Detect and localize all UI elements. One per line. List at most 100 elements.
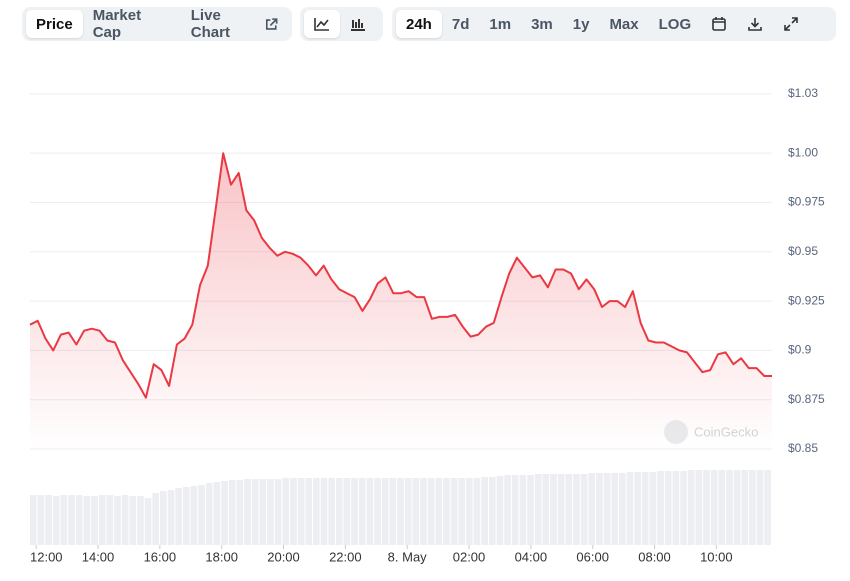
log-toggle[interactable]: LOG: [658, 15, 692, 33]
volume-bar: [98, 495, 106, 545]
volume-bar: [703, 470, 710, 545]
volume-bar: [259, 479, 267, 545]
volume-bar: [695, 470, 703, 545]
volume-bar: [351, 478, 358, 545]
volume-bar: [443, 478, 450, 545]
volume-bar: [619, 473, 626, 545]
volume-bar: [129, 496, 137, 545]
volume-bar: [114, 496, 121, 545]
volume-bar: [205, 483, 213, 545]
volume-bar: [611, 473, 619, 545]
tab-price[interactable]: Price: [26, 10, 83, 38]
volume-bar: [274, 479, 282, 545]
volume-bar: [557, 474, 565, 545]
volume-bar: [137, 496, 144, 545]
volume-bar: [680, 471, 687, 545]
download-button[interactable]: [737, 10, 773, 38]
volume-bar: [60, 495, 68, 545]
volume-bar: [175, 488, 182, 545]
volume-bar: [389, 478, 397, 545]
volume-bar: [328, 478, 335, 545]
x-tick-label: 02:00: [453, 549, 486, 564]
range-24h[interactable]: 24h: [396, 10, 442, 38]
volume-bar: [221, 481, 228, 545]
volume-bar: [626, 472, 634, 545]
volume-bar: [397, 478, 404, 545]
fullscreen-button[interactable]: [773, 10, 809, 38]
volume-bar: [152, 493, 160, 545]
volume-bar: [335, 478, 343, 545]
volume-bar: [657, 471, 664, 545]
volume-bar: [511, 475, 519, 545]
y-tick-label: $0.95: [788, 244, 818, 258]
volume-bar: [726, 470, 733, 545]
external-icon: [266, 17, 278, 30]
volume-bar: [45, 495, 52, 545]
volume-bar: [190, 486, 198, 545]
volume-bar: [160, 491, 167, 545]
volume-bar: [244, 479, 251, 545]
tab-live-chart[interactable]: Live Chart: [181, 7, 288, 41]
volume-bar: [634, 472, 641, 545]
volume-bar: [672, 471, 680, 545]
volume-bar: [121, 495, 129, 545]
watermark: CoinGecko: [664, 420, 758, 444]
volume-bar: [381, 478, 389, 545]
volume-bar: [228, 480, 236, 545]
volume-bar: [305, 478, 313, 545]
volume-bar: [519, 475, 527, 545]
volume-bar: [573, 474, 580, 545]
x-tick-label: 06:00: [576, 549, 609, 564]
volume-bar: [596, 473, 603, 545]
volume-bar: [374, 478, 381, 545]
download-icon: [748, 18, 762, 31]
range-max[interactable]: Max: [609, 15, 639, 33]
volume-bar: [251, 479, 259, 545]
x-tick-label: 08:00: [638, 549, 671, 564]
volume-bar: [106, 495, 114, 545]
volume-bar: [741, 470, 749, 545]
volume-bar: [550, 474, 557, 545]
y-tick-label: $0.975: [788, 195, 825, 209]
watermark-text: CoinGecko: [694, 424, 758, 439]
volume-bar: [450, 478, 458, 545]
range-7d[interactable]: 7d: [451, 15, 470, 33]
volume-bar: [52, 496, 60, 545]
volume-bar: [580, 474, 588, 545]
line-icon: [314, 18, 329, 31]
volume-bar: [282, 478, 290, 545]
tab-market-cap[interactable]: Market Cap: [92, 7, 142, 41]
volume-bar: [473, 478, 481, 545]
price-line: [29, 152, 772, 399]
volume-bar: [366, 478, 374, 545]
calendar-icon: [712, 17, 726, 31]
range-1m[interactable]: 1m: [489, 15, 512, 33]
y-tick-label: $0.875: [788, 392, 825, 406]
expand-icon: [784, 17, 798, 31]
volume-bar: [527, 475, 534, 545]
range-3m[interactable]: 3m: [531, 15, 553, 33]
line-chart-button[interactable]: [304, 10, 340, 38]
volume-bar: [749, 470, 756, 545]
volume-bar: [267, 479, 274, 545]
volume-bar: [542, 474, 550, 545]
volume-bar: [198, 485, 205, 545]
volume-bar: [236, 480, 244, 545]
volume-bar: [37, 495, 45, 545]
volume-bar: [167, 490, 175, 545]
candle-chart-button[interactable]: [340, 10, 376, 38]
x-tick-label: 8. May: [388, 549, 428, 564]
volume-bar: [320, 478, 328, 545]
volume-bar: [30, 495, 37, 545]
volume-bar: [412, 478, 420, 545]
calendar-button[interactable]: [701, 10, 737, 38]
x-tick-label: 20:00: [267, 549, 300, 564]
range-1y[interactable]: 1y: [572, 15, 590, 33]
volume-bar: [458, 478, 466, 545]
chart-style: [300, 7, 383, 41]
x-tick-label: 16:00: [144, 549, 177, 564]
volume-bar: [718, 470, 726, 545]
volume-bar: [534, 474, 542, 545]
volume-bar: [710, 470, 718, 545]
